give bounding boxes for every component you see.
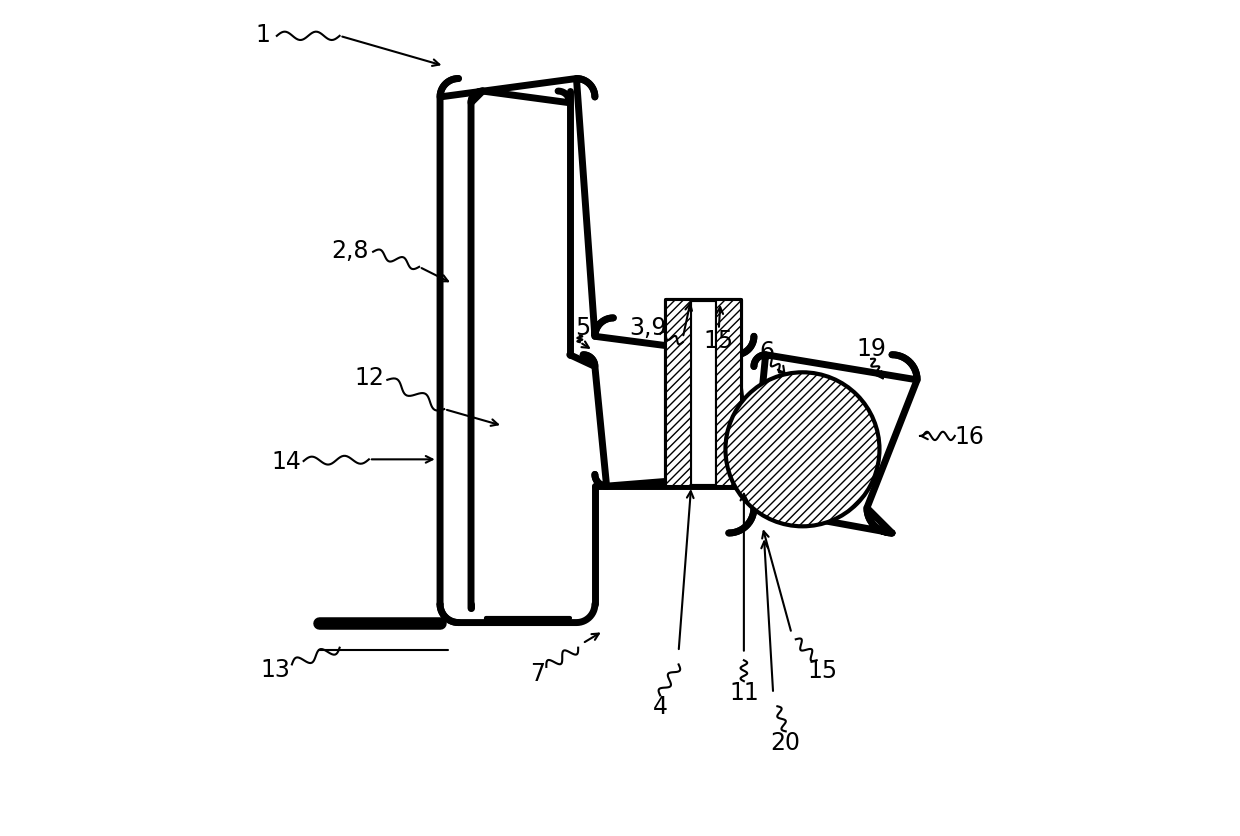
Polygon shape xyxy=(754,355,918,487)
Text: 6: 6 xyxy=(760,339,775,363)
Text: 7: 7 xyxy=(531,661,546,685)
Circle shape xyxy=(725,373,879,527)
Text: 15: 15 xyxy=(704,329,734,353)
Text: 12: 12 xyxy=(353,366,384,390)
Text: 1: 1 xyxy=(255,23,270,47)
Text: 2,8: 2,8 xyxy=(332,239,370,263)
Text: 4: 4 xyxy=(652,695,667,718)
Polygon shape xyxy=(691,301,717,487)
Polygon shape xyxy=(717,301,742,487)
Text: 16: 16 xyxy=(955,425,985,448)
Polygon shape xyxy=(595,355,754,487)
Text: 15: 15 xyxy=(807,659,837,682)
Text: 19: 19 xyxy=(856,337,887,360)
Polygon shape xyxy=(471,92,570,609)
Polygon shape xyxy=(666,301,691,487)
Text: 13: 13 xyxy=(260,657,290,681)
Text: 20: 20 xyxy=(771,731,801,754)
Text: 5: 5 xyxy=(574,316,590,339)
Text: 3,9: 3,9 xyxy=(629,316,666,339)
Text: 14: 14 xyxy=(272,450,301,473)
Text: 11: 11 xyxy=(729,681,759,704)
